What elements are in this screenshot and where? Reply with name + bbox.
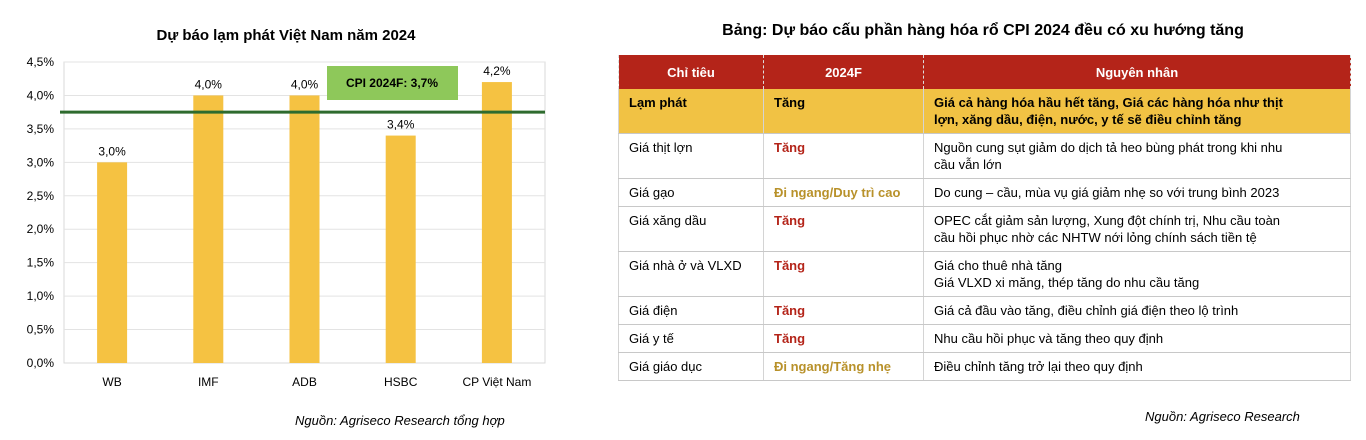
- y-tick-label: 3,0%: [27, 155, 55, 169]
- y-tick-label: 1,5%: [27, 256, 55, 270]
- row-forecast: Đi ngang/Tăng nhẹ: [763, 352, 924, 381]
- row-forecast: Tăng: [763, 296, 924, 325]
- row-item: Giá xăng dầu: [618, 206, 764, 252]
- cpi-forecast-table: Chỉ tiêu 2024F Nguyên nhân Lạm phát Tăng G…: [618, 55, 1351, 381]
- y-tick-label: 0,5%: [27, 323, 55, 337]
- bar-adb: [289, 95, 320, 363]
- x-tick-label: IMF: [198, 375, 219, 389]
- reason-line: OPEC cắt giảm sản lượng, Xung đột chính …: [934, 213, 1281, 228]
- row-reason: OPEC cắt giảm sản lượng, Xung đột chính …: [923, 206, 1351, 252]
- cpi-reference-label-box: [327, 66, 458, 100]
- table-source-note: Nguồn: Agriseco Research: [1145, 409, 1300, 424]
- y-tick-label: 0,0%: [27, 356, 55, 370]
- reason-line: Nguồn cung sụt giảm do dịch tả heo bùng …: [934, 140, 1283, 155]
- bar-hsbc: [385, 135, 416, 363]
- chart-title: Dự báo lạm phát Việt Nam năm 2024: [156, 27, 416, 44]
- reason-line: Giá cả đầu vào tăng, điều chỉnh giá điện…: [934, 303, 1239, 318]
- forecast-value: Đi ngang/Tăng nhẹ: [774, 359, 891, 374]
- x-tick-label: WB: [102, 375, 121, 389]
- row-reason: Giá cả đầu vào tăng, điều chỉnh giá điện…: [923, 296, 1351, 325]
- row-reason: Nguồn cung sụt giảm do dịch tả heo bùng …: [923, 133, 1351, 179]
- forecast-value: Tăng: [774, 331, 806, 346]
- table-row: Giá gạo Đi ngang/Duy trì cao Do cung – cầu…: [618, 178, 1351, 207]
- row-item: Giá nhà ở và VLXD: [618, 251, 764, 297]
- data-label: 3,4%: [387, 118, 415, 132]
- row-item: Lạm phát: [618, 89, 764, 134]
- forecast-value: Tăng: [774, 95, 806, 110]
- row-forecast: Tăng: [763, 89, 924, 134]
- header-item: Chỉ tiêu: [618, 55, 764, 89]
- table-row: Giá nhà ở và VLXD Tăng Giá cho thuê nhà tă…: [618, 251, 1351, 297]
- reason-line: lợn, xăng dầu, điện, nước, y tế sẽ điều …: [934, 112, 1242, 127]
- row-item: Giá gạo: [618, 178, 764, 207]
- table-row: Giá xăng dầu Tăng OPEC cắt giảm sản lượng,…: [618, 206, 1351, 252]
- cpi-reference-label: CPI 2024F: 3,7%: [346, 76, 438, 90]
- plot-area: 0,0% 0,5% 1,0% 1,5% 2,0% 2,5% 3,0% 3,5% 4,0% 4,5%…: [27, 55, 546, 389]
- table-row: Giá y tế Tăng Nhu cầu hồi phục và tăng the…: [618, 324, 1351, 353]
- reason-line: Nhu cầu hồi phục và tăng theo quy định: [934, 331, 1164, 346]
- table-row: Giá điện Tăng Giá cả đầu vào tăng, điều ch…: [618, 296, 1351, 325]
- chart-source-note: Nguồn: Agriseco Research tổng hợp: [295, 413, 505, 428]
- row-reason: Giá cả hàng hóa hầu hết tăng, Giá các hà…: [923, 89, 1351, 134]
- data-label: 3,0%: [98, 144, 126, 158]
- forecast-value: Tăng: [774, 213, 806, 228]
- table-header-row: Chỉ tiêu 2024F Nguyên nhân: [618, 55, 1351, 89]
- row-item: Giá y tế: [618, 324, 764, 353]
- reason-line: Điều chỉnh tăng trở lại theo quy định: [934, 359, 1143, 374]
- reason-line: Giá cả hàng hóa hầu hết tăng, Giá các hà…: [934, 95, 1283, 110]
- reason-line: Do cung – cầu, mùa vụ giá giảm nhẹ so vớ…: [934, 185, 1280, 200]
- y-tick-label: 2,5%: [27, 189, 55, 203]
- forecast-value: Đi ngang/Duy trì cao: [774, 185, 901, 200]
- y-tick-label: 1,0%: [27, 289, 55, 303]
- data-label: 4,0%: [195, 77, 223, 91]
- y-tick-label: 4,5%: [27, 55, 55, 69]
- row-forecast: Đi ngang/Duy trì cao: [763, 178, 924, 207]
- forecast-value: Tăng: [774, 140, 806, 155]
- table-row: Lạm phát Tăng Giá cả hàng hóa hầu hết tăng…: [618, 89, 1351, 134]
- forecast-value: Tăng: [774, 303, 806, 318]
- row-forecast: Tăng: [763, 324, 924, 353]
- row-forecast: Tăng: [763, 251, 924, 297]
- inflation-chart-panel: Dự báo lạm phát Việt Nam năm 2024 0,0% 0,…: [0, 0, 560, 440]
- bar-imf: [193, 95, 224, 363]
- reason-line: Giá cho thuê nhà tăng: [934, 258, 1062, 273]
- x-tick-label: CP Việt Nam: [462, 375, 531, 389]
- reason-line: cầu hồi phục nhờ các NHTW nới lỏng chính…: [934, 230, 1257, 245]
- bar-wb: [97, 162, 128, 363]
- row-reason: Điều chỉnh tăng trở lại theo quy định: [923, 352, 1351, 381]
- table-row: Giá thịt lợn Tăng Nguồn cung sụt giảm do d…: [618, 133, 1351, 179]
- cpi-table-panel: Bảng: Dự báo cấu phần hàng hóa rổ CPI 20…: [600, 0, 1366, 440]
- forecast-value: Tăng: [774, 258, 806, 273]
- inflation-bar-chart: Dự báo lạm phát Việt Nam năm 2024 0,0%0,…: [27, 27, 546, 389]
- y-tick-label: 2,0%: [27, 222, 55, 236]
- row-reason: Giá cho thuê nhà tăng Giá VLXD xi măng, t…: [923, 251, 1351, 297]
- row-reason: Do cung – cầu, mùa vụ giá giảm nhẹ so vớ…: [923, 178, 1351, 207]
- x-tick-label: HSBC: [384, 375, 418, 389]
- header-reason: Nguyên nhân: [923, 55, 1351, 89]
- x-tick-label: ADB: [292, 375, 317, 389]
- reason-line: cầu vẫn lớn: [934, 157, 1002, 172]
- row-item: Giá thịt lợn: [618, 133, 764, 179]
- data-label: 4,2%: [483, 64, 511, 78]
- table-title: Bảng: Dự báo cấu phần hàng hóa rổ CPI 20…: [722, 22, 1244, 39]
- reason-line: Giá VLXD xi măng, thép tăng do nhu cầu t…: [934, 275, 1200, 290]
- row-forecast: Tăng: [763, 206, 924, 252]
- data-label: 4,0%: [291, 77, 319, 91]
- row-item: Giá giáo dục: [618, 352, 764, 381]
- row-reason: Nhu cầu hồi phục và tăng theo quy định: [923, 324, 1351, 353]
- y-tick-label: 3,5%: [27, 122, 55, 136]
- table-row: Giá giáo dục Đi ngang/Tăng nhẹ Điều chỉnh …: [618, 352, 1351, 381]
- bar-cp-việt-nam: [481, 82, 512, 364]
- y-tick-label: 4,0%: [27, 88, 55, 102]
- header-forecast: 2024F: [763, 55, 924, 89]
- row-item: Giá điện: [618, 296, 764, 325]
- row-forecast: Tăng: [763, 133, 924, 179]
